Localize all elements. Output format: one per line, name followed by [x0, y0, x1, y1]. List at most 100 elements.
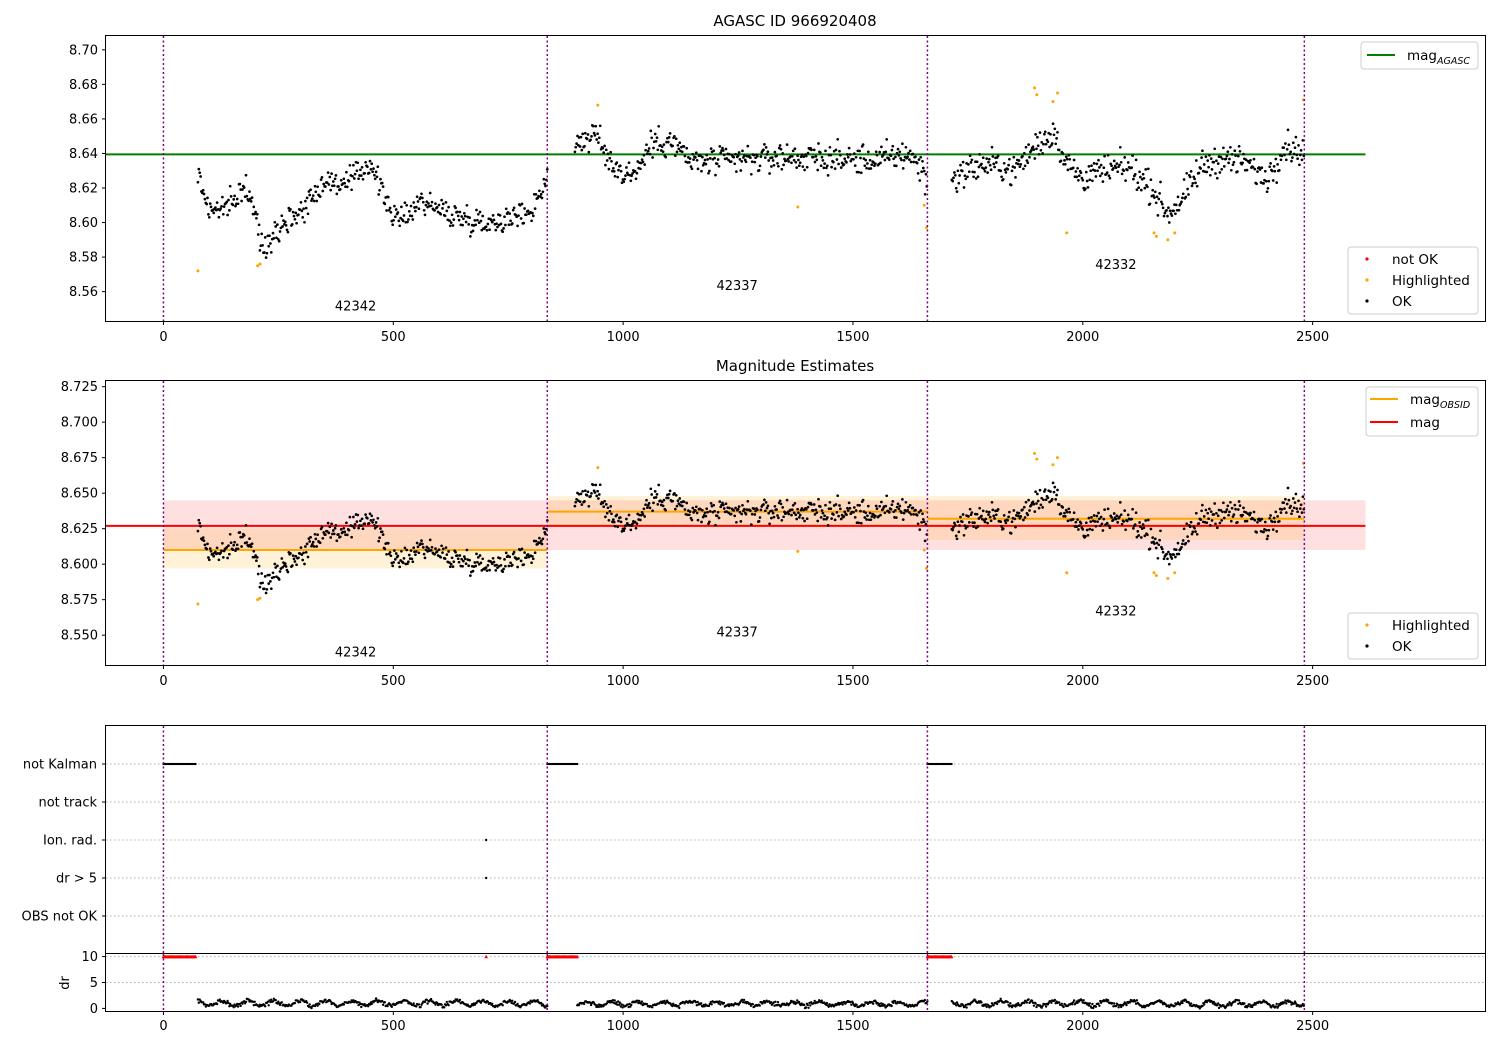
- ok-point: [993, 165, 996, 169]
- highlighted-point: [1173, 231, 1177, 235]
- ok-point: [814, 155, 818, 158]
- ok-point: [782, 163, 785, 167]
- ok-point: [1108, 176, 1112, 180]
- dr-point: [582, 1002, 586, 1006]
- ok-point: [541, 537, 545, 541]
- ok-point: [1146, 167, 1150, 171]
- dr-point: [796, 999, 799, 1002]
- ok-point: [1134, 158, 1138, 162]
- ok-point: [1137, 186, 1141, 190]
- ok-point: [486, 222, 490, 226]
- ok-point: [214, 206, 217, 209]
- ok-point: [452, 560, 456, 564]
- ok-point: [996, 508, 1000, 511]
- ok-point: [439, 555, 443, 559]
- dr-point: [1082, 999, 1085, 1002]
- ok-point: [895, 151, 899, 155]
- dr-point: [618, 1001, 622, 1004]
- ok-point: [608, 156, 612, 160]
- dr-point: [1072, 1001, 1075, 1004]
- legend-lower-box: [1347, 612, 1479, 660]
- ok-point: [1184, 195, 1188, 199]
- ok-point: [476, 212, 480, 216]
- ok-point: [434, 202, 437, 205]
- ok-point: [1197, 171, 1201, 175]
- ok-point: [685, 146, 689, 150]
- dr-point: [996, 1002, 999, 1006]
- ok-point: [645, 498, 648, 502]
- ok-point: [302, 207, 305, 211]
- ok-point: [462, 555, 466, 558]
- ok-point: [767, 159, 771, 162]
- ok-point: [1090, 164, 1093, 168]
- ok-point: [225, 200, 229, 204]
- ok-point: [924, 172, 928, 176]
- ok-point: [361, 527, 365, 531]
- ok-point: [1009, 532, 1013, 535]
- ok-point: [821, 159, 825, 162]
- highlighted-point: [1154, 574, 1158, 578]
- ok-point: [644, 148, 647, 152]
- ok-point: [370, 514, 374, 518]
- ok-point: [635, 522, 639, 525]
- ok-point: [338, 535, 342, 539]
- ok-point: [1053, 127, 1057, 131]
- ok-point: [633, 520, 637, 524]
- ok-point: [694, 509, 697, 512]
- ok-point: [623, 527, 626, 530]
- range-band: [163, 528, 548, 569]
- ok-point: [1154, 201, 1158, 205]
- ok-point: [530, 219, 533, 223]
- ok-point: [236, 202, 240, 206]
- ok-point: [281, 566, 284, 569]
- ok-point: [1042, 142, 1045, 146]
- ok-point: [1019, 515, 1023, 518]
- ok-point: [660, 145, 664, 149]
- ok-point: [1024, 145, 1028, 149]
- ok-point: [510, 222, 514, 225]
- ok-point: [1222, 516, 1226, 520]
- dr-point: [880, 1004, 884, 1007]
- dr-point: [617, 1000, 620, 1003]
- ok-point: [692, 511, 695, 514]
- ok-point: [596, 132, 599, 136]
- ok-point: [221, 195, 224, 199]
- dr-point: [316, 1004, 319, 1007]
- ok-point: [1138, 170, 1141, 174]
- ok-point: [603, 144, 606, 148]
- dr-point: [1092, 1006, 1095, 1010]
- ok-point: [1059, 159, 1063, 163]
- dr-point: [640, 1000, 643, 1003]
- ok-point: [642, 153, 646, 157]
- ok-point: [671, 499, 675, 503]
- legend-mag-agasc: magAGASC: [1360, 41, 1479, 70]
- ok-point: [817, 497, 820, 501]
- ok-point: [1033, 510, 1037, 513]
- ok-point: [407, 553, 411, 557]
- ok-point: [966, 525, 969, 528]
- ok-point: [220, 205, 223, 208]
- ok-point: [756, 154, 759, 158]
- dr-point: [417, 1003, 421, 1006]
- ok-point: [1014, 176, 1017, 179]
- ok-point: [611, 166, 615, 170]
- ok-point: [744, 160, 748, 164]
- ok-point: [343, 530, 347, 534]
- ok-point: [1279, 158, 1283, 162]
- ok-point: [813, 160, 817, 164]
- ok-point: [356, 513, 360, 517]
- ok-point: [1298, 507, 1302, 510]
- ok-point: [1079, 171, 1083, 175]
- ok-point: [983, 169, 987, 173]
- ok-point: [353, 523, 357, 526]
- ok-point: [531, 557, 535, 561]
- ok-point: [1263, 169, 1267, 173]
- ok-point: [1158, 192, 1161, 195]
- ok-point: [1218, 521, 1222, 525]
- ok-point: [622, 180, 626, 184]
- ok-point: [492, 560, 496, 564]
- ok-point: [1146, 185, 1149, 189]
- ok-point: [469, 235, 472, 238]
- ok-point: [805, 165, 809, 169]
- ok-point: [1120, 172, 1124, 176]
